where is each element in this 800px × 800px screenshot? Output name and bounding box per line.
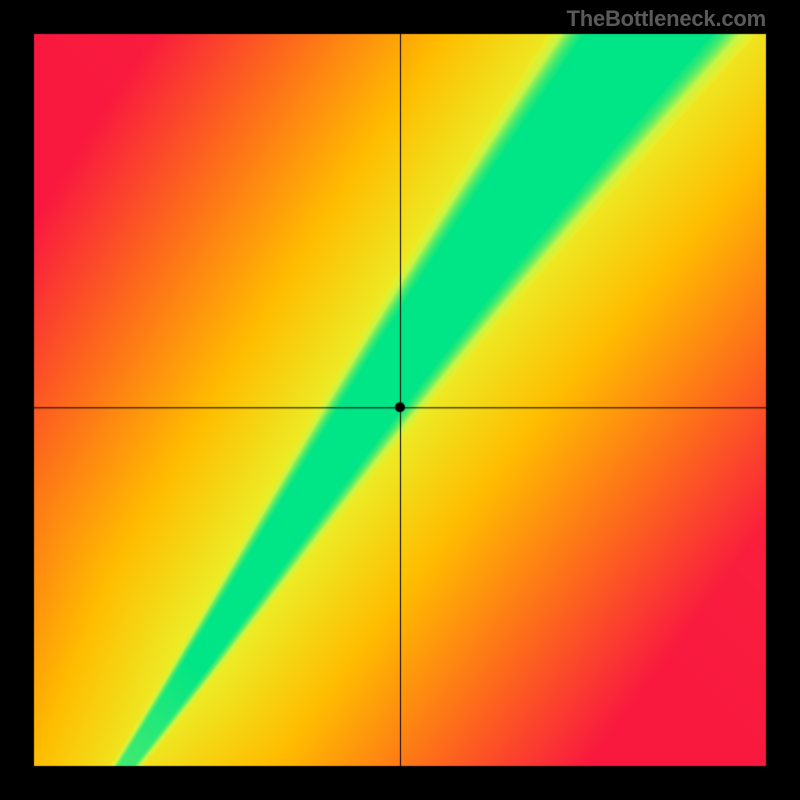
watermark-text: TheBottleneck.com bbox=[566, 6, 766, 32]
bottleneck-heatmap bbox=[0, 0, 800, 800]
chart-container: TheBottleneck.com bbox=[0, 0, 800, 800]
